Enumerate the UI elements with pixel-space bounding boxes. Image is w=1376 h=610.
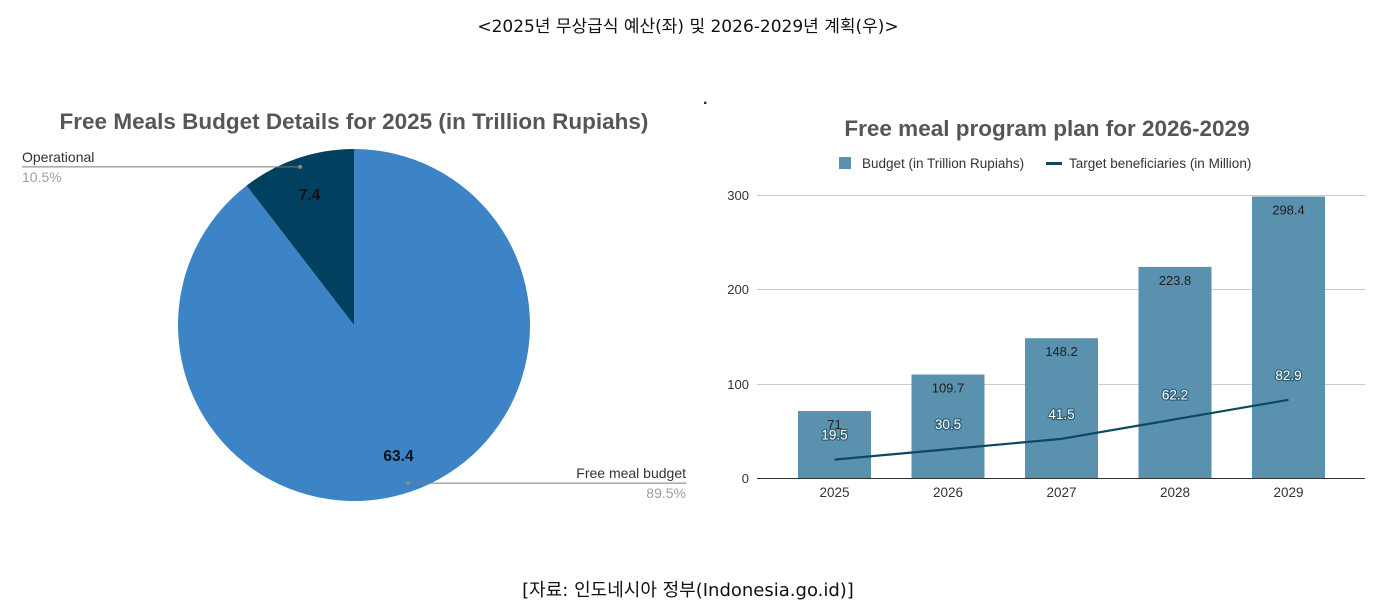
stray-dot: . bbox=[703, 91, 707, 108]
bar-value-label-2029: 298.4 bbox=[1272, 203, 1305, 218]
x-tick-label-2029: 2029 bbox=[1273, 485, 1303, 500]
line-value-label-2025: 19.5 bbox=[821, 428, 847, 443]
x-tick-label-2025: 2025 bbox=[819, 485, 849, 500]
line-value-label-2026: 30.5 bbox=[935, 417, 961, 432]
slice-label-free-meal-budget: Free meal budget bbox=[576, 465, 686, 481]
legend-label-budget: Budget (in Trillion Rupiahs) bbox=[862, 156, 1024, 171]
pie-value-label-free-meal-budget: 63.4 bbox=[383, 448, 414, 465]
pie-slice-free-meal-budget bbox=[178, 149, 531, 501]
bar-value-label-2028: 223.8 bbox=[1159, 273, 1192, 288]
combo-chart: Free meal program plan for 2026-2029 Bud… bbox=[727, 116, 1365, 500]
bar-2027 bbox=[1025, 338, 1098, 478]
line-series-target-beneficiaries-in-million bbox=[834, 398, 1289, 461]
legend-swatch-budget bbox=[839, 157, 851, 169]
leader-dot-operational bbox=[298, 164, 303, 169]
y-tick-label-100: 100 bbox=[727, 377, 749, 392]
leader-dot-free-meal-budget bbox=[405, 481, 410, 486]
beneficiaries-line: 19.5 30.5 41.5 62.2 82.9 bbox=[820, 367, 1303, 461]
line-value-label-2027: 41.5 bbox=[1048, 407, 1074, 422]
y-tick-label-0: 0 bbox=[742, 471, 749, 486]
pie-slices bbox=[178, 149, 531, 501]
line-value-label-2028: 62.2 bbox=[1162, 387, 1188, 402]
bar-2028 bbox=[1138, 266, 1212, 478]
combo-chart-title: Free meal program plan for 2026-2029 bbox=[844, 116, 1249, 141]
pie-chart-title: Free Meals Budget Details for 2025 (in T… bbox=[60, 109, 649, 134]
bar-2025 bbox=[798, 411, 871, 478]
line-value-label-2029: 82.9 bbox=[1275, 368, 1301, 383]
bar-2026 bbox=[911, 374, 985, 478]
pie-value-label-operational: 7.4 bbox=[299, 187, 321, 204]
y-tick-label-200: 200 bbox=[727, 282, 749, 297]
x-tick-label-2028: 2028 bbox=[1160, 485, 1190, 500]
budget-bars: 71 109.7 148.2 223.8 298.4 bbox=[798, 196, 1325, 478]
bar-value-label-2025: 71 bbox=[827, 417, 841, 432]
slice-label-operational: Operational bbox=[22, 149, 94, 165]
slice-percent-free-meal-budget: 89.5% bbox=[646, 485, 686, 501]
pie-slice-operational bbox=[246, 149, 354, 325]
pie-leader-labels: Free meal budget 89.5% Operational 10.5% bbox=[22, 149, 686, 501]
pie-value-labels: 63.4 7.4 bbox=[299, 187, 414, 465]
slice-percent-operational: 10.5% bbox=[22, 169, 62, 185]
bar-2029 bbox=[1252, 196, 1325, 478]
y-tick-label-300: 300 bbox=[727, 188, 749, 203]
axes: 0 100 200 300 2025 2026 2027 2028 2029 bbox=[727, 188, 1365, 500]
page-title: <2025년 무상급식 예산(좌) 및 2026-2029년 계획(우)> bbox=[477, 17, 899, 37]
pie-chart: Free Meals Budget Details for 2025 (in T… bbox=[22, 109, 686, 501]
source-note: [자료: 인도네시아 정부(Indonesia.go.id)] bbox=[522, 580, 854, 601]
bar-value-label-2026: 109.7 bbox=[932, 381, 965, 396]
legend: Budget (in Trillion Rupiahs) Target bene… bbox=[839, 156, 1251, 171]
x-tick-label-2027: 2027 bbox=[1046, 485, 1076, 500]
x-tick-label-2026: 2026 bbox=[933, 485, 963, 500]
legend-label-beneficiaries: Target beneficiaries (in Million) bbox=[1069, 156, 1251, 171]
bar-value-label-2027: 148.2 bbox=[1045, 344, 1078, 359]
